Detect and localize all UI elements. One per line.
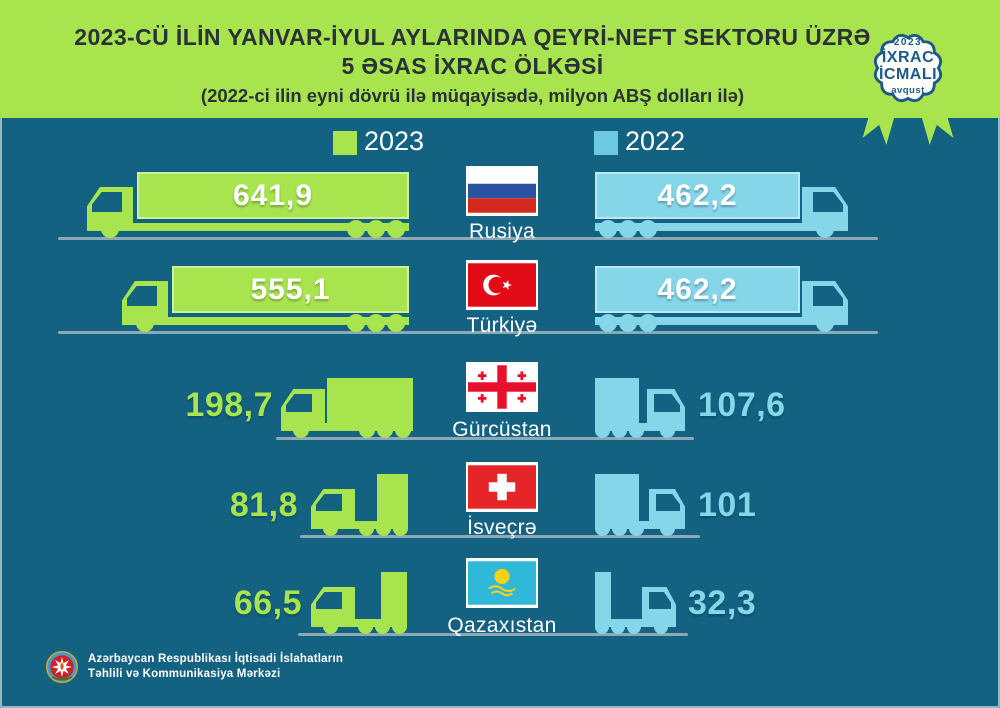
truck-2022-rusiya: 462,2	[595, 172, 848, 238]
legend-swatch-2023	[333, 131, 357, 155]
legend-label-2023: 2023	[364, 126, 425, 156]
ground-line	[276, 437, 694, 440]
value-2022: 107,6	[698, 386, 786, 424]
truck-2023-qazaxistan	[311, 572, 407, 634]
row-qazaxistan: 66,5 Qazaxıstan 32,3	[0, 556, 1000, 637]
truck-2023-turkiye: 555,1	[122, 266, 409, 332]
kazakhstan-flag-icon	[466, 558, 538, 608]
value-2023: 555,1	[250, 272, 331, 306]
truck-2022-qazaxistan	[595, 572, 676, 634]
rosette-seal-icon	[873, 33, 943, 103]
badge-title-line1: İXRAC	[881, 49, 935, 66]
value-2023: 641,9	[232, 178, 314, 212]
row-turkiye: 555,1 Türkiyə 462,2	[0, 254, 1000, 337]
organization-line1: Azərbaycan Respublikası İqtisadi İslahat…	[88, 653, 344, 665]
ixrac-icmali-badge: 2023 İXRAC İCMALI avqust	[862, 22, 954, 114]
country-label: Türkiyə	[466, 314, 538, 337]
page-title-line1: 2023-CÜ İLİN YANVAR-İYUL AYLARINDA QEYRİ…	[74, 24, 871, 50]
ground-line	[300, 535, 700, 538]
ground-line	[58, 237, 878, 240]
truck-2022-isvecre	[595, 474, 685, 536]
legend-label-2022: 2022	[625, 126, 686, 156]
country-label: Gürcüstan	[452, 418, 552, 441]
value-2022: 101	[698, 486, 757, 524]
truck-2022-gurcustan	[595, 378, 685, 438]
badge-title-line2: İCMALI	[878, 66, 938, 83]
legend-swatch-2022	[594, 131, 618, 155]
truck-2023-rusiya: 641,9	[87, 172, 409, 238]
row-rusiya: 641,9 Rusiya 462,2	[0, 160, 1000, 243]
badge-year: 2023	[893, 37, 923, 48]
value-2023: 198,7	[185, 386, 273, 424]
country-label: Qazaxıstan	[447, 614, 557, 637]
page-title-line2: 5 ƏSAS İXRAC ÖLKƏSİ	[341, 53, 604, 79]
value-2023: 81,8	[229, 486, 298, 524]
truck-2022-turkiye: 462,2	[595, 266, 848, 332]
header-band: 2023-CÜ İLİN YANVAR-İYUL AYLARINDA QEYRİ…	[0, 0, 1000, 118]
azerbaijan-emblem-icon	[45, 650, 79, 684]
country-label: İsveçrə	[467, 516, 537, 539]
ground-line	[298, 633, 688, 636]
georgia-flag-icon	[466, 362, 538, 412]
country-label: Rusiya	[469, 220, 535, 243]
value-2022: 462,2	[657, 178, 738, 212]
truck-2023-gurcustan	[281, 378, 413, 438]
switzerland-flag-icon	[466, 462, 538, 512]
value-2022: 32,3	[688, 584, 757, 622]
russia-flag-icon	[466, 166, 538, 216]
row-gurcustan: 198,7 Gürcüstan 107,6	[0, 360, 1000, 441]
organization-line2: Təhlili və Kommunikasiya Mərkəzi	[88, 668, 281, 680]
organization-name: Azərbaycan Respublikası İqtisadi İslahat…	[88, 652, 343, 682]
value-2022: 462,2	[657, 272, 738, 306]
truck-2023-isvecre	[311, 474, 408, 536]
turkey-flag-icon	[466, 260, 538, 310]
ground-line	[58, 331, 878, 334]
value-2023: 66,5	[233, 584, 302, 622]
page-subtitle: (2022-ci ilin eyni dövrü ilə müqayisədə,…	[200, 85, 745, 106]
row-isvecre: 81,8 İsveçrə 101	[0, 458, 1000, 539]
badge-month: avqust	[891, 85, 925, 96]
